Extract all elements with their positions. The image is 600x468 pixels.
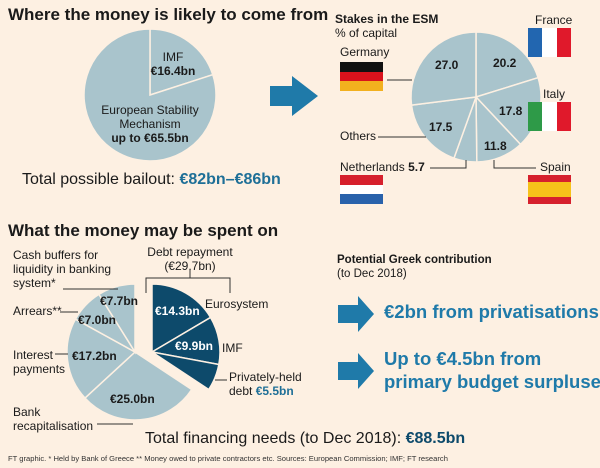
esm-value: up to €65.5bn bbox=[111, 131, 189, 145]
cash-label-3: system* bbox=[13, 276, 56, 290]
cash-label: Cash buffers for liquidity in banking syst… bbox=[13, 248, 111, 290]
others-label: Others bbox=[340, 129, 377, 143]
france-value: 20.2 bbox=[493, 56, 517, 70]
pie-slice-others bbox=[410, 96, 478, 160]
interest-value: €17.2bn bbox=[72, 349, 117, 363]
esm-subtitle: % of capital bbox=[335, 26, 398, 40]
germany-label: Germany bbox=[340, 45, 390, 59]
interest-label-2: payments bbox=[13, 362, 66, 376]
arrears-value: €7.0bn bbox=[78, 313, 117, 327]
total-bailout: Total possible bailout: €82bn–€86bn bbox=[22, 171, 281, 189]
pie-slice-germany bbox=[410, 31, 477, 106]
italy-flag bbox=[528, 102, 571, 131]
spain-label: Spain bbox=[540, 160, 571, 174]
pie-slice-imf bbox=[149, 28, 214, 97]
cash-value: €7.7bn bbox=[100, 294, 139, 308]
source-title: Where the money is likely to come from bbox=[8, 5, 329, 24]
imf-spend-label: IMF bbox=[222, 341, 243, 355]
pie-slice-european-stability-mechanism bbox=[83, 28, 217, 162]
pie-slice-cash-buffers-for-liquidity-in-banking-system bbox=[97, 283, 136, 355]
bank-label-1: Bank bbox=[13, 405, 41, 419]
cash-label-1: Cash buffers for bbox=[13, 248, 99, 262]
arrow-icon bbox=[270, 76, 318, 116]
eurosystem-label: Eurosystem bbox=[205, 297, 269, 311]
germany-value: 27.0 bbox=[435, 58, 459, 72]
bank-label: Bank recapitalisation bbox=[13, 405, 93, 433]
spain-value: 11.8 bbox=[484, 139, 507, 153]
esm-pie bbox=[410, 31, 542, 163]
bank-label-2: recapitalisation bbox=[13, 419, 94, 433]
spend-pie bbox=[66, 283, 221, 421]
arrow-icon bbox=[338, 353, 374, 389]
france-label: France bbox=[535, 13, 573, 27]
privatisations-item: €2bn from privatisations bbox=[384, 301, 599, 322]
france-flag bbox=[528, 28, 571, 57]
surpluses-line-1: Up to €4.5bn from bbox=[384, 348, 542, 369]
imf-spend-value: €9.9bn bbox=[175, 339, 214, 353]
leader-lines bbox=[55, 79, 536, 425]
private-label: Privately-held debt €5.5bn bbox=[229, 370, 302, 398]
pie-slice-eurosystem bbox=[151, 283, 212, 354]
surpluses-line-2: primary budget surpluses bbox=[384, 371, 600, 392]
esm-label: European Stability bbox=[101, 103, 199, 117]
total-financing: Total financing needs (to Dec 2018): €88… bbox=[145, 430, 465, 448]
total-financing-label: Total financing needs (to Dec 2018): bbox=[145, 430, 406, 447]
italy-label: Italy bbox=[543, 87, 566, 101]
debt-repayment-label: Debt repayment (€29.7bn) bbox=[140, 245, 240, 273]
imf-value: €16.4bn bbox=[150, 64, 196, 78]
others-value: 17.5 bbox=[429, 120, 453, 134]
spend-title: What the money may be spent on bbox=[8, 221, 279, 240]
private-label-2: debt bbox=[229, 384, 256, 398]
debt-label-1: Debt repayment bbox=[147, 245, 233, 259]
cash-label-2: liquidity in banking bbox=[13, 262, 112, 276]
netherlands-label: Netherlands 5.7 bbox=[340, 160, 425, 174]
source-pie bbox=[83, 28, 217, 162]
surpluses-item: Up to €4.5bn from primary budget surpluse… bbox=[384, 347, 600, 393]
pie-slice-bank-recapitalisation bbox=[83, 351, 193, 421]
pie-slice-interest-payments bbox=[66, 318, 137, 400]
netherlands-name: Netherlands bbox=[340, 160, 405, 174]
pie-slice-privately-held-debt bbox=[151, 351, 220, 391]
interest-label: Interest payments bbox=[13, 348, 65, 376]
arrow-icon bbox=[338, 296, 374, 332]
netherlands-flag bbox=[340, 175, 383, 205]
arrears-label: Arrears** bbox=[13, 304, 62, 318]
private-value: €5.5bn bbox=[255, 384, 294, 398]
greek-subtitle: (to Dec 2018) bbox=[337, 268, 407, 280]
footnote: FT graphic. * Held by Bank of Greece ** … bbox=[8, 454, 448, 463]
total-financing-value: €88.5bn bbox=[405, 430, 466, 447]
interest-label-1: Interest bbox=[13, 348, 54, 362]
netherlands-value: 5.7 bbox=[408, 160, 425, 174]
spain-flag bbox=[528, 175, 571, 204]
total-bailout-label: Total possible bailout: bbox=[22, 171, 180, 188]
total-bailout-value: €82bn–€86bn bbox=[179, 171, 281, 188]
imf-label: IMF bbox=[162, 50, 184, 64]
eurosystem-value: €14.3bn bbox=[155, 304, 200, 318]
pie-slice-france bbox=[475, 31, 540, 99]
private-label-1: Privately-held bbox=[229, 370, 302, 384]
italy-value: 17.8 bbox=[499, 104, 523, 118]
bank-value: €25.0bn bbox=[110, 392, 155, 406]
esm-title: Stakes in the ESM bbox=[335, 12, 439, 26]
germany-flag bbox=[340, 62, 383, 92]
debt-label-2: (€29.7bn) bbox=[164, 259, 216, 273]
greek-title: Potential Greek contribution bbox=[337, 254, 492, 266]
esm-label-2: Mechanism bbox=[119, 117, 181, 131]
